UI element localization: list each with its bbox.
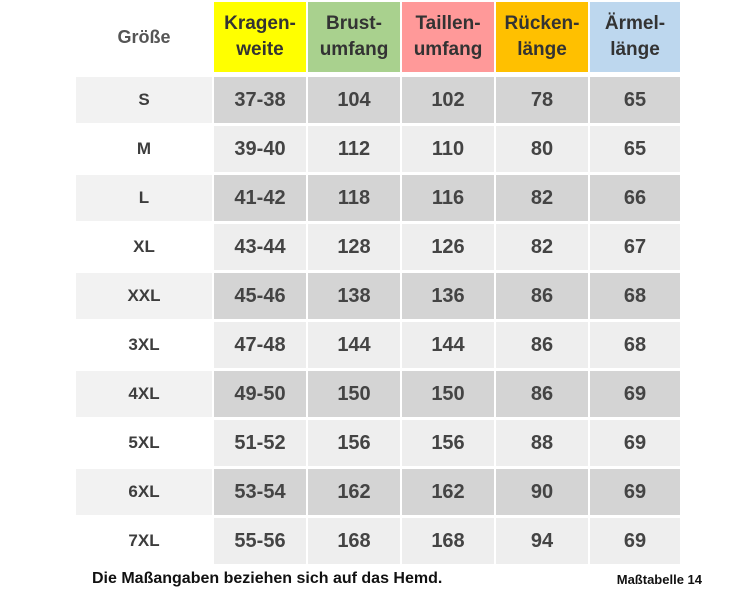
table-cell: 45-46 bbox=[214, 273, 306, 319]
table-cell: 55-56 bbox=[214, 518, 306, 564]
table-cell: 69 bbox=[590, 371, 680, 417]
table-cell: 86 bbox=[496, 322, 588, 368]
table-cell: 128 bbox=[308, 224, 400, 270]
table-cell: 49-50 bbox=[214, 371, 306, 417]
table-cell: 94 bbox=[496, 518, 588, 564]
row-size-label: M bbox=[76, 126, 212, 172]
table-cell: 47-48 bbox=[214, 322, 306, 368]
table-cell: 144 bbox=[402, 322, 494, 368]
table-cell: 51-52 bbox=[214, 420, 306, 466]
table-cell: 162 bbox=[308, 469, 400, 515]
row-size-label: S bbox=[76, 77, 212, 123]
table-cell: 66 bbox=[590, 175, 680, 221]
header-collar-line2: weite bbox=[236, 39, 284, 60]
header-collar-line1: Kragen- bbox=[224, 13, 296, 34]
table-cell: 168 bbox=[402, 518, 494, 564]
footer-note: Die Maßangaben beziehen sich auf das Hem… bbox=[92, 570, 443, 587]
table-cell: 156 bbox=[308, 420, 400, 466]
table-cell: 82 bbox=[496, 175, 588, 221]
table-cell: 86 bbox=[496, 273, 588, 319]
table-cell: 41-42 bbox=[214, 175, 306, 221]
header-back-length-line1: Rücken- bbox=[504, 13, 580, 34]
table-cell: 150 bbox=[308, 371, 400, 417]
row-size-label: 7XL bbox=[76, 518, 212, 564]
row-size-label: 6XL bbox=[76, 469, 212, 515]
table-cell: 88 bbox=[496, 420, 588, 466]
table-label: Maßtabelle 14 bbox=[616, 572, 702, 587]
table-cell: 102 bbox=[402, 77, 494, 123]
row-size-label: 3XL bbox=[76, 322, 212, 368]
table-cell: 82 bbox=[496, 224, 588, 270]
table-cell: 43-44 bbox=[214, 224, 306, 270]
table-cell: 80 bbox=[496, 126, 588, 172]
table-cell: 68 bbox=[590, 322, 680, 368]
table-cell: 78 bbox=[496, 77, 588, 123]
header-back-length-line2: länge bbox=[517, 39, 567, 60]
table-cell: 136 bbox=[402, 273, 494, 319]
table-cell: 118 bbox=[308, 175, 400, 221]
table-cell: 90 bbox=[496, 469, 588, 515]
table-cell: 144 bbox=[308, 322, 400, 368]
table-cell: 162 bbox=[402, 469, 494, 515]
size-table: Größe Kragen-weite Brust-umfang Taillen-… bbox=[76, 2, 680, 567]
table-cell: 116 bbox=[402, 175, 494, 221]
header-chest: Brust-umfang bbox=[308, 2, 400, 72]
row-size-label: L bbox=[76, 175, 212, 221]
header-waist: Taillen-umfang bbox=[402, 2, 494, 72]
table-cell: 53-54 bbox=[214, 469, 306, 515]
table-cell: 156 bbox=[402, 420, 494, 466]
table-cell: 39-40 bbox=[214, 126, 306, 172]
header-collar: Kragen-weite bbox=[214, 2, 306, 72]
table-cell: 67 bbox=[590, 224, 680, 270]
header-size: Größe bbox=[117, 27, 171, 47]
row-size-label: 5XL bbox=[76, 420, 212, 466]
header-sleeve-length-line2: länge bbox=[610, 39, 660, 60]
table-cell: 86 bbox=[496, 371, 588, 417]
row-size-label: XL bbox=[76, 224, 212, 270]
table-cell: 69 bbox=[590, 518, 680, 564]
row-size-label: 4XL bbox=[76, 371, 212, 417]
table-cell: 150 bbox=[402, 371, 494, 417]
table-cell: 65 bbox=[590, 77, 680, 123]
header-chest-line1: Brust- bbox=[326, 13, 382, 34]
row-size-label: XXL bbox=[76, 273, 212, 319]
table-cell: 126 bbox=[402, 224, 494, 270]
header-sleeve-length: Ärmel-länge bbox=[590, 2, 680, 72]
header-waist-line2: umfang bbox=[413, 39, 483, 60]
table-cell: 168 bbox=[308, 518, 400, 564]
table-cell: 138 bbox=[308, 273, 400, 319]
table-cell: 69 bbox=[590, 469, 680, 515]
table-cell: 112 bbox=[308, 126, 400, 172]
table-cell: 65 bbox=[590, 126, 680, 172]
header-back-length: Rücken-länge bbox=[496, 2, 588, 72]
header-sleeve-length-line1: Ärmel- bbox=[604, 13, 666, 34]
table-cell: 37-38 bbox=[214, 77, 306, 123]
header-waist-line1: Taillen- bbox=[415, 13, 481, 34]
table-cell: 68 bbox=[590, 273, 680, 319]
table-cell: 104 bbox=[308, 77, 400, 123]
header-chest-line2: umfang bbox=[319, 39, 389, 60]
table-cell: 110 bbox=[402, 126, 494, 172]
table-cell: 69 bbox=[590, 420, 680, 466]
